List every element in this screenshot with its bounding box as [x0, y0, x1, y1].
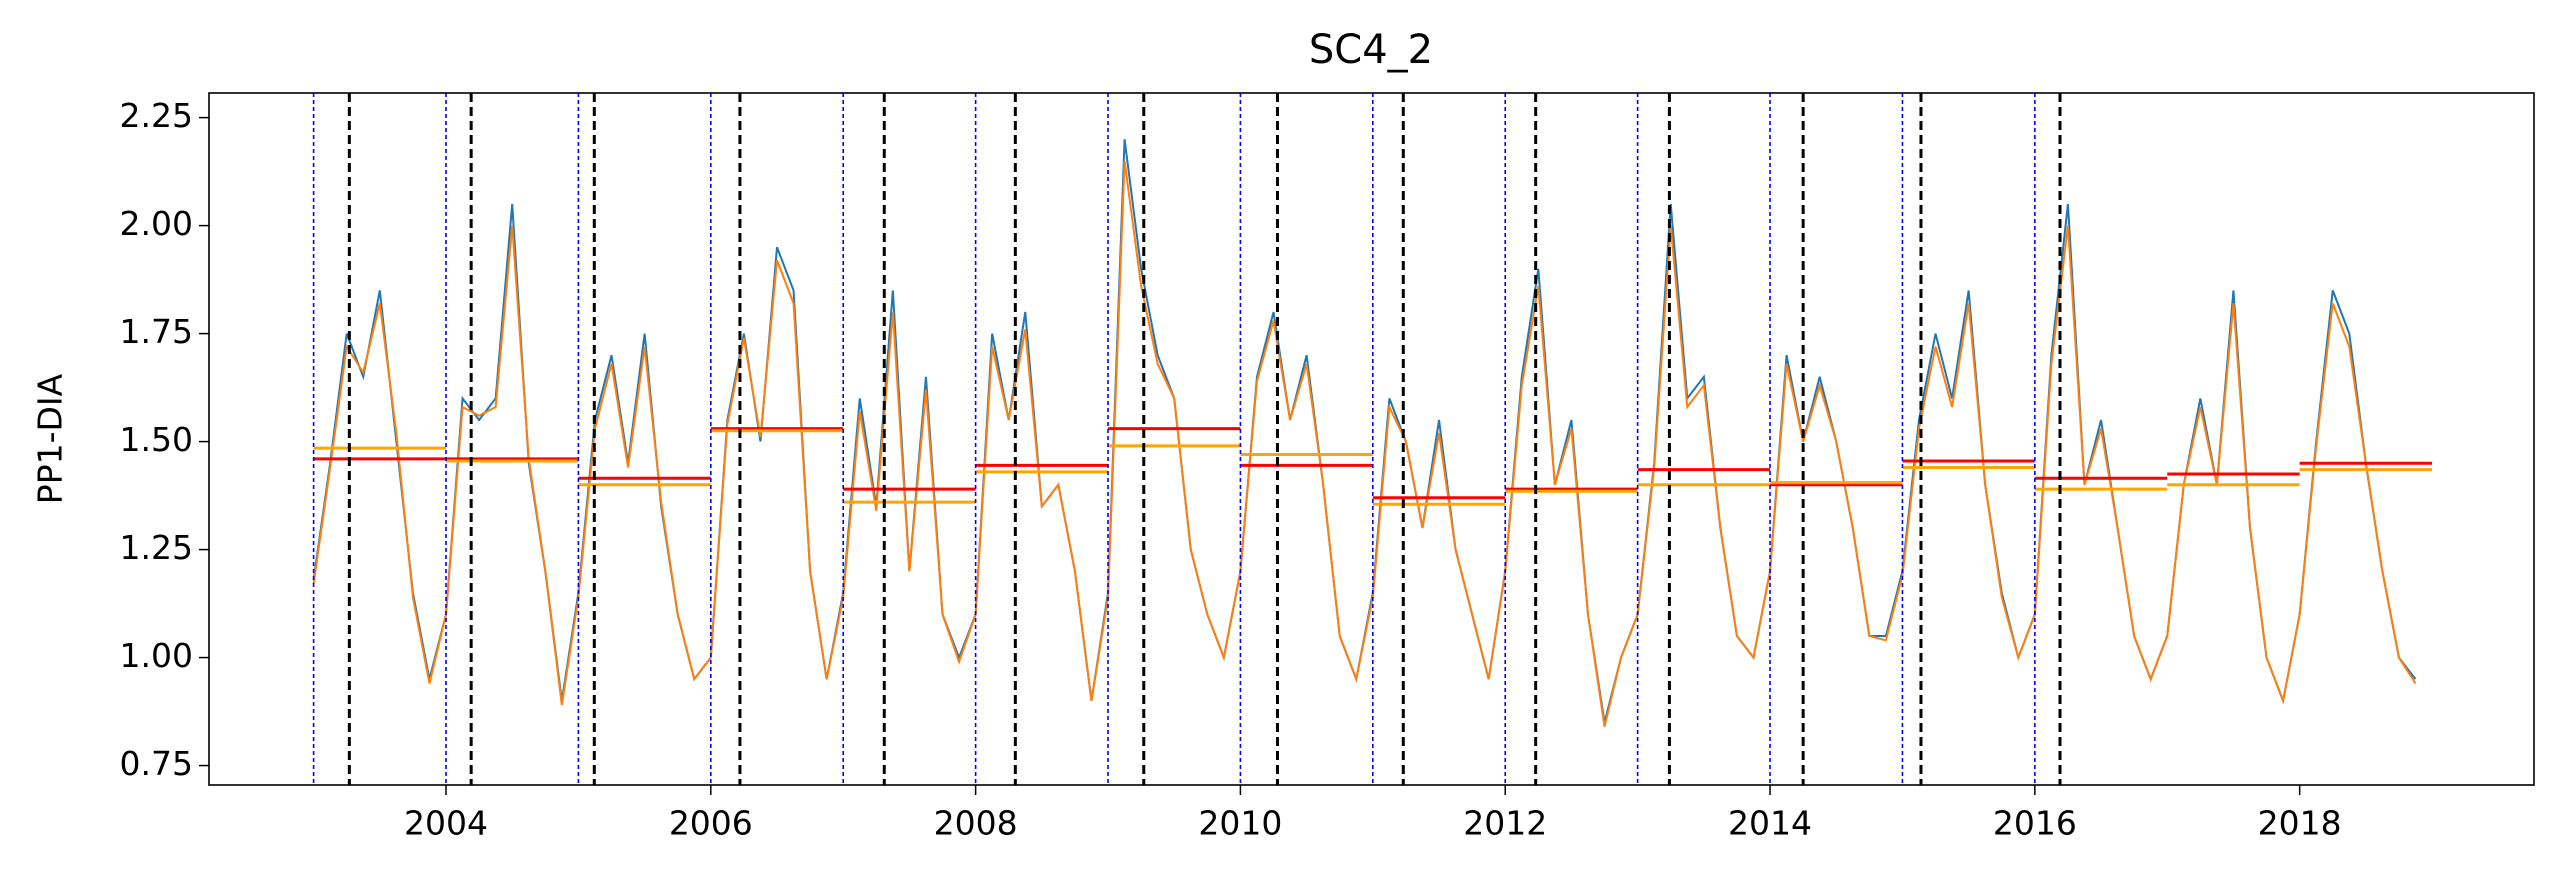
x-tick-label: 2006: [669, 804, 753, 843]
y-tick-label: 2.00: [120, 204, 193, 243]
x-tick-label: 2012: [1463, 804, 1547, 843]
y-tick-label: 2.25: [120, 96, 193, 135]
x-tick-label: 2004: [404, 804, 488, 843]
x-tick-label: 2010: [1198, 804, 1282, 843]
y-tick-label: 1.50: [120, 420, 193, 459]
plot-frame: [208, 92, 2535, 786]
x-tick-label: 2008: [934, 804, 1018, 843]
y-tick-label: 1.25: [120, 528, 193, 567]
x-tick-label: 2016: [1993, 804, 2077, 843]
y-tick-label: 1.75: [120, 312, 193, 351]
x-tick-label: 2014: [1728, 804, 1812, 843]
y-axis-label: PP1-DIA: [31, 373, 70, 504]
y-tick-label: 1.00: [120, 636, 193, 675]
data-line: [312, 160, 2417, 727]
x-tick-label: 2018: [2258, 804, 2342, 843]
y-tick-label: 0.75: [120, 744, 193, 783]
chart-title: SC4_2: [1309, 27, 1433, 73]
